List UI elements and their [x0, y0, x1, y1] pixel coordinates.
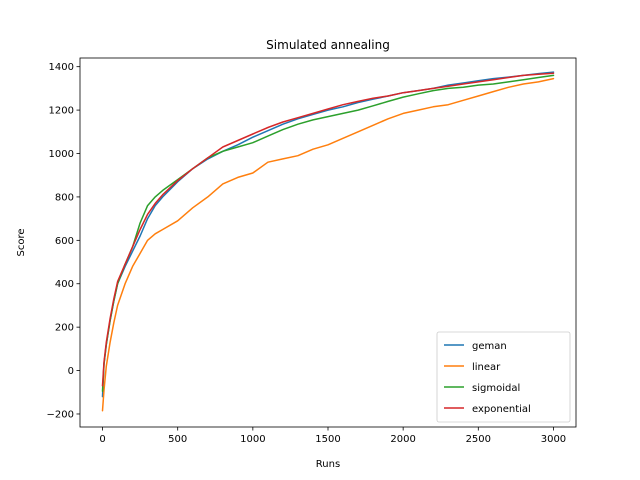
series-lines: [101, 71, 555, 412]
series-line-geman: [101, 71, 555, 398]
legend-label-sigmoidal: sigmoidal: [472, 383, 520, 394]
x-tick-label: 3000: [541, 434, 566, 445]
y-tick-label: −200: [47, 409, 74, 420]
legend-label-geman: geman: [472, 341, 507, 352]
plot-frame: [79, 57, 577, 428]
y-tick-label: 600: [55, 236, 74, 247]
x-tick-label: 500: [168, 434, 187, 445]
x-tick-label: 0: [99, 434, 105, 445]
y-tick-label: 0: [68, 366, 74, 377]
y-tick-label: 200: [55, 323, 74, 334]
legend: geman linear sigmoidal exponential: [436, 331, 571, 423]
legend-label-exponential: exponential: [472, 404, 531, 415]
legend-box: [436, 331, 571, 423]
series-line-linear: [101, 77, 555, 412]
x-tick-label: 1500: [315, 434, 340, 445]
chart-title: Simulated annealing: [266, 38, 390, 52]
y-axis-label: Score: [16, 228, 27, 256]
legend-label-linear: linear: [472, 362, 501, 373]
series-line-exponential: [101, 72, 555, 387]
y-tick-label: 800: [55, 192, 74, 203]
y-tick-label: 1200: [49, 106, 74, 117]
x-tick-label: 2000: [390, 434, 415, 445]
y-tick-label: 1400: [49, 62, 74, 73]
y-tick-label: 400: [55, 279, 74, 290]
x-tick-label: 2500: [466, 434, 491, 445]
axes: 0 500 1000 1500 2000 2500 3000 −200 0 200 400 600 80…: [47, 62, 567, 445]
x-axis-label: Runs: [316, 459, 340, 470]
x-tick-label: 1000: [240, 434, 265, 445]
y-tick-label: 1000: [49, 149, 74, 160]
